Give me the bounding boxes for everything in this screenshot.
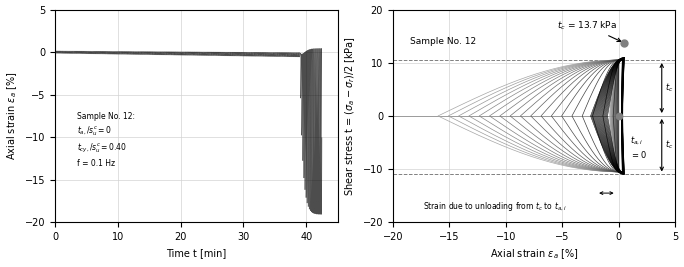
Text: $t_{cy,}/s^c_u = 0.40$: $t_{cy,}/s^c_u = 0.40$ (77, 142, 127, 155)
Text: $t_c$: $t_c$ (665, 82, 674, 94)
Y-axis label: Shear stress t = $( \sigma_a - \sigma_r)/2$ [kPa]: Shear stress t = $( \sigma_a - \sigma_r)… (343, 36, 357, 196)
Text: Sample No. 12:: Sample No. 12: (77, 112, 135, 120)
Text: $t_{a,i}$
$= 0$: $t_{a,i}$ $= 0$ (630, 135, 647, 160)
X-axis label: Time t [min]: Time t [min] (166, 248, 226, 258)
Text: Sample No. 12: Sample No. 12 (410, 37, 476, 46)
Text: $t_c$: $t_c$ (665, 139, 674, 151)
Text: $t_c$ = 13.7 kPa: $t_c$ = 13.7 kPa (557, 19, 621, 41)
Text: f = 0.1 Hz: f = 0.1 Hz (77, 159, 115, 168)
Text: Strain due to unloading from $t_c$ to $t_{a,i}$: Strain due to unloading from $t_c$ to $t… (423, 200, 566, 213)
Text: $t_{a,}/s^c_u = 0$: $t_{a,}/s^c_u = 0$ (77, 125, 112, 138)
X-axis label: Axial strain $\varepsilon_a$ [%]: Axial strain $\varepsilon_a$ [%] (490, 248, 579, 261)
Y-axis label: Axial strain $\varepsilon_a$ [%]: Axial strain $\varepsilon_a$ [%] (5, 72, 19, 160)
